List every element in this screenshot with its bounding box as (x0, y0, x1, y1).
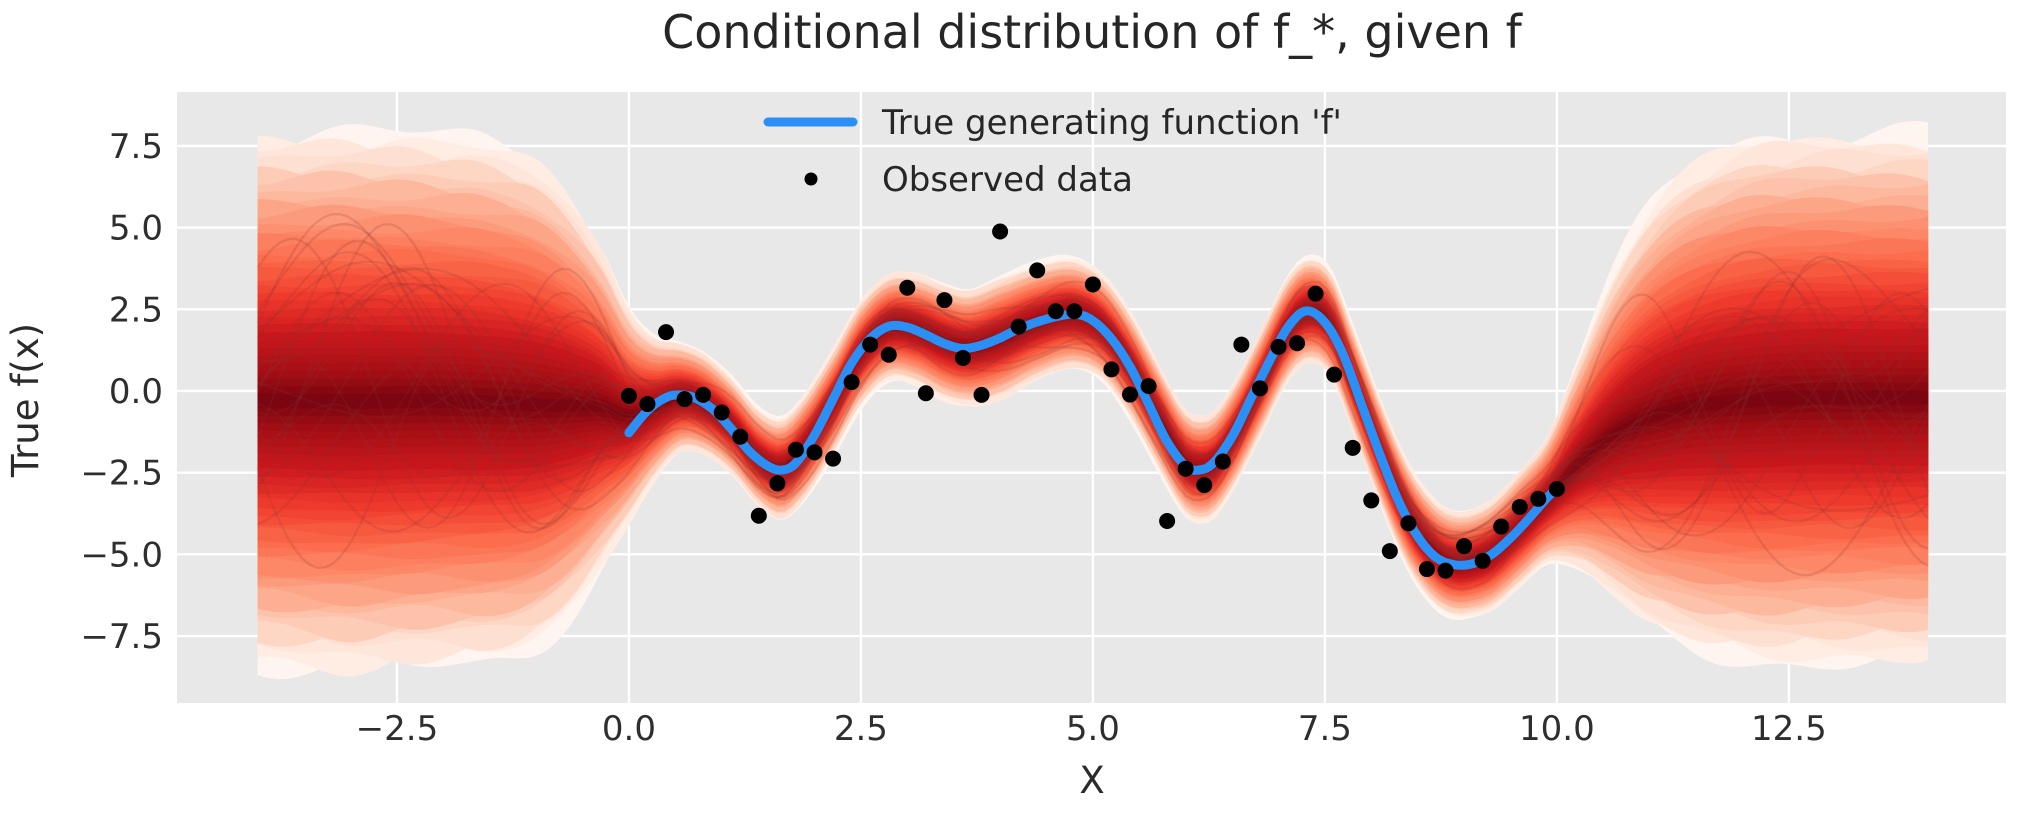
observed-point (825, 450, 842, 467)
x-tick-label: 5.0 (1066, 709, 1120, 749)
observed-point (658, 324, 675, 341)
y-tick-label: 5.0 (109, 209, 163, 249)
observed-point (954, 349, 971, 366)
legend-label-true-function: True generating function 'f' (881, 103, 1342, 143)
observed-point (1418, 561, 1435, 578)
observed-point (880, 346, 897, 363)
observed-point (1437, 562, 1454, 579)
observed-point (1084, 276, 1101, 293)
posterior-sample-path (257, 307, 1929, 561)
observed-point (973, 386, 990, 403)
observed-point (1270, 338, 1287, 355)
observed-point (806, 444, 823, 461)
observed-point (639, 396, 656, 413)
observed-point (1400, 515, 1417, 532)
y-axis-label: True f(x) (4, 323, 47, 478)
posterior-sample-path (256, 237, 1929, 550)
observed-point (713, 404, 730, 421)
posterior-samples-group (256, 212, 1930, 591)
observed-point (1548, 480, 1565, 497)
observed-point (1159, 513, 1176, 530)
observed-point (992, 223, 1009, 240)
observed-point (1140, 378, 1157, 395)
posterior-sample-path (256, 212, 1929, 543)
observed-point (1530, 490, 1547, 507)
posterior-sample-path (257, 292, 1929, 557)
observed-point (862, 336, 879, 353)
observed-point (1066, 303, 1083, 320)
observed-point (1326, 366, 1343, 383)
observed-point (899, 279, 916, 296)
legend: True generating function 'f' Observed da… (763, 103, 1342, 200)
observed-point (1289, 335, 1306, 352)
observed-point (1511, 498, 1528, 515)
observed-points-group (620, 223, 1565, 579)
observed-point (1474, 552, 1491, 569)
observed-point (1251, 380, 1268, 397)
observed-point (732, 428, 749, 445)
x-tick-label: −2.5 (356, 709, 439, 749)
observed-point (936, 292, 953, 309)
posterior-sample-path (256, 250, 1929, 561)
observed-point (1456, 538, 1473, 555)
posterior-sample-path (256, 297, 1929, 562)
x-axis-label: X (1079, 759, 1104, 802)
x-tick-label: 0.0 (602, 709, 656, 749)
observed-point (1177, 460, 1194, 477)
density-band (257, 263, 1929, 592)
posterior-sample-path (257, 282, 1930, 534)
observed-point (1493, 518, 1510, 535)
x-tick-label: 7.5 (1298, 709, 1352, 749)
observed-point (787, 441, 804, 458)
observed-point (843, 374, 860, 391)
observed-point (750, 507, 767, 524)
observed-point (1307, 285, 1324, 302)
x-tick-label: 2.5 (834, 709, 888, 749)
observed-point (917, 385, 934, 402)
posterior-sample-path (256, 280, 1929, 569)
legend-label-observed: Observed data (882, 160, 1133, 200)
observed-point (1196, 477, 1213, 494)
observed-point (1381, 543, 1398, 560)
observed-point (695, 386, 712, 403)
observed-point (1363, 492, 1380, 509)
observed-point (769, 475, 786, 492)
tick-labels-group: −2.5 0.0 2.5 5.0 7.5 10.0 12.5 7.5 5.0 2.5 0.0 −2.5… (80, 127, 1826, 749)
observed-point (1010, 318, 1027, 335)
y-tick-label: −2.5 (80, 454, 163, 494)
posterior-sample-path (256, 239, 1930, 561)
y-tick-label: 7.5 (109, 127, 163, 167)
posterior-sample-path (257, 282, 1929, 540)
observed-point (1214, 453, 1231, 470)
posterior-sample-path (256, 223, 1929, 538)
y-tick-label: 2.5 (109, 290, 163, 330)
observed-point (1103, 361, 1120, 378)
posterior-sample-path (257, 266, 1929, 569)
posterior-sample-path (256, 297, 1929, 537)
observed-point (1122, 386, 1139, 403)
posterior-sample-path (256, 223, 1929, 551)
x-tick-label: 12.5 (1751, 709, 1827, 749)
posterior-sample-path (257, 267, 1929, 557)
observed-point (676, 391, 693, 408)
density-band (257, 304, 1929, 571)
y-tick-label: −7.5 (80, 617, 163, 657)
x-tick-label: 10.0 (1519, 709, 1595, 749)
chart-title: Conditional distribution of f_*, given f (662, 5, 1524, 59)
observed-point (1047, 303, 1064, 320)
y-tick-label: 0.0 (109, 372, 163, 412)
legend-dot-swatch (804, 172, 818, 186)
observed-point (1344, 439, 1361, 456)
chart-layer: −2.5 0.0 2.5 5.0 7.5 10.0 12.5 7.5 5.0 2.5 0.0 −2.5… (80, 92, 2006, 749)
observed-point (1233, 336, 1250, 353)
posterior-sample-path (256, 291, 1929, 564)
y-tick-label: −5.0 (80, 535, 163, 575)
observed-point (1029, 262, 1046, 279)
observed-point (620, 387, 637, 404)
